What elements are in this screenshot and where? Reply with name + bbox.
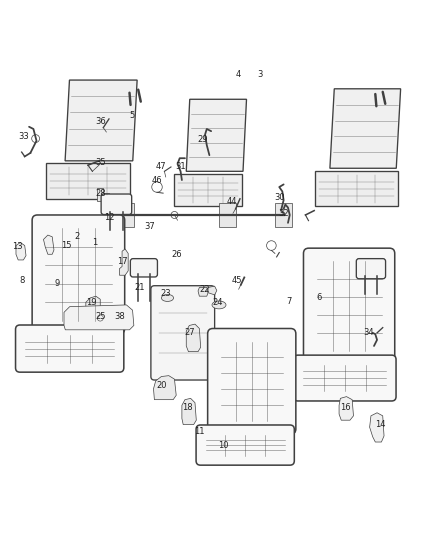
Text: 25: 25 [95, 312, 106, 321]
Polygon shape [339, 397, 353, 420]
Text: 37: 37 [145, 222, 155, 231]
Polygon shape [186, 99, 247, 171]
Polygon shape [315, 171, 398, 206]
FancyBboxPatch shape [101, 194, 132, 215]
Polygon shape [43, 235, 54, 254]
Polygon shape [97, 188, 109, 201]
Text: 26: 26 [171, 250, 181, 259]
Polygon shape [46, 163, 130, 199]
Text: 23: 23 [160, 289, 171, 298]
Text: 31: 31 [175, 163, 186, 172]
Polygon shape [65, 80, 137, 161]
Text: 12: 12 [104, 213, 114, 222]
Text: 8: 8 [19, 276, 25, 285]
Text: 6: 6 [317, 293, 322, 302]
Text: 4: 4 [236, 70, 241, 79]
Text: 34: 34 [363, 328, 374, 337]
Text: 24: 24 [213, 298, 223, 307]
FancyBboxPatch shape [357, 259, 385, 279]
Text: 9: 9 [55, 279, 60, 288]
Text: 1: 1 [92, 238, 97, 247]
Text: 19: 19 [86, 298, 97, 307]
Text: 5: 5 [129, 111, 134, 120]
FancyBboxPatch shape [275, 203, 292, 227]
FancyBboxPatch shape [293, 355, 396, 401]
Polygon shape [198, 287, 208, 296]
FancyBboxPatch shape [208, 328, 296, 434]
Polygon shape [208, 286, 217, 295]
Polygon shape [120, 249, 128, 275]
FancyBboxPatch shape [15, 325, 124, 372]
Polygon shape [182, 398, 196, 425]
Text: 27: 27 [184, 328, 194, 337]
Text: 44: 44 [227, 197, 237, 206]
Polygon shape [174, 174, 242, 206]
FancyBboxPatch shape [131, 259, 157, 277]
FancyBboxPatch shape [196, 425, 294, 465]
Text: 20: 20 [156, 381, 166, 390]
Text: 11: 11 [194, 427, 205, 436]
Text: 3: 3 [258, 70, 263, 79]
Text: 2: 2 [74, 232, 80, 241]
Polygon shape [64, 305, 134, 330]
Text: 14: 14 [375, 420, 386, 429]
Text: 10: 10 [218, 441, 229, 450]
Text: 18: 18 [182, 402, 193, 411]
Text: 35: 35 [95, 158, 106, 167]
Ellipse shape [161, 294, 173, 302]
Text: 45: 45 [232, 276, 243, 285]
Text: 16: 16 [340, 402, 351, 411]
Polygon shape [153, 376, 176, 400]
Text: 32: 32 [278, 209, 289, 218]
Polygon shape [16, 243, 26, 260]
Text: 28: 28 [95, 189, 106, 198]
FancyBboxPatch shape [151, 286, 215, 380]
Polygon shape [186, 324, 201, 352]
Polygon shape [370, 413, 384, 442]
Text: 15: 15 [61, 241, 71, 250]
Text: 17: 17 [117, 257, 127, 266]
Text: 21: 21 [134, 283, 145, 292]
Polygon shape [330, 89, 401, 168]
Text: 22: 22 [200, 285, 210, 294]
Text: 13: 13 [12, 243, 23, 252]
Text: 30: 30 [274, 193, 285, 202]
Text: 38: 38 [114, 312, 125, 321]
Text: 47: 47 [156, 163, 167, 172]
FancyBboxPatch shape [219, 203, 237, 227]
Text: 29: 29 [197, 134, 208, 143]
Text: 7: 7 [286, 297, 292, 306]
FancyBboxPatch shape [117, 203, 134, 227]
FancyBboxPatch shape [32, 215, 125, 334]
Text: 36: 36 [95, 117, 106, 126]
Polygon shape [86, 296, 100, 316]
Text: 46: 46 [152, 175, 162, 184]
Ellipse shape [212, 301, 226, 309]
Text: 33: 33 [18, 132, 29, 141]
FancyBboxPatch shape [304, 248, 395, 364]
